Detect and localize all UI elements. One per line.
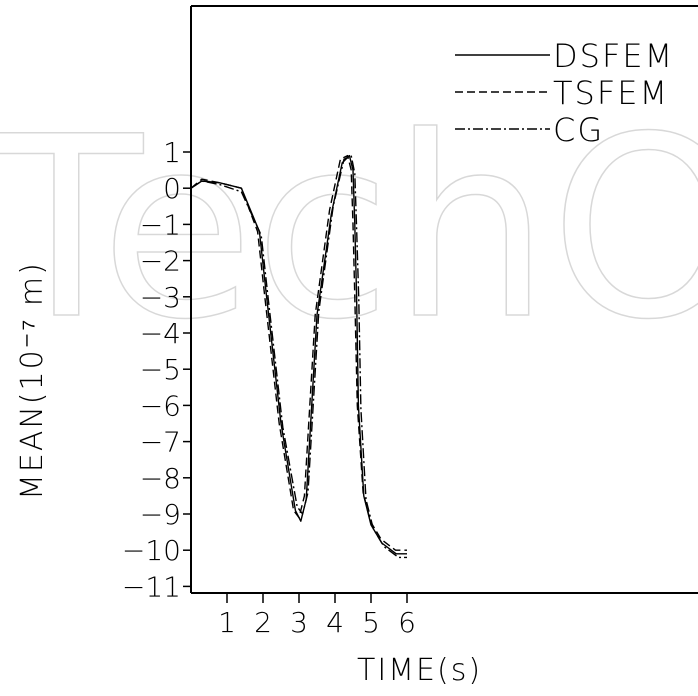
y-tick-label: −8 [140,462,181,495]
legend-label-tsfem: TSFEM [553,74,669,112]
y-tick-label: −2 [140,245,181,278]
y-tick-label: −1 [140,208,181,241]
x-tick-label: 1 [218,606,236,639]
y-tick-label: −10 [122,534,181,567]
watermark: TechOpen [0,83,698,374]
y-tick-label: 0 [163,172,181,205]
x-axis-title: TIME(s) [357,653,482,688]
x-tick-label: 2 [254,606,272,639]
y-tick-label: −6 [140,389,181,422]
series-cg-line [190,154,407,559]
y-ticks: 10−1 −2−3−4−5−6 −7−8−9−10−11 [122,136,191,603]
y-tick-label: −9 [140,498,181,531]
axes [190,5,698,594]
y-axis-title: MEAN(10⁻⁷ m) [15,261,50,500]
legend-label-dsfem: DSFEM [553,37,674,75]
y-tick-label: 1 [163,136,181,169]
x-tick-label: 5 [362,606,380,639]
y-tick-label: −7 [140,426,181,459]
legend-label-cg: CG [553,111,604,149]
series-group [190,154,407,559]
y-tick-label: −4 [140,317,181,350]
y-tick-label: −11 [122,570,181,603]
x-tick-label: 3 [290,606,308,639]
y-tick-label: −3 [140,281,181,314]
y-tick-label: −5 [140,353,181,386]
x-tick-label: 6 [398,606,416,639]
x-tick-label: 4 [326,606,344,639]
